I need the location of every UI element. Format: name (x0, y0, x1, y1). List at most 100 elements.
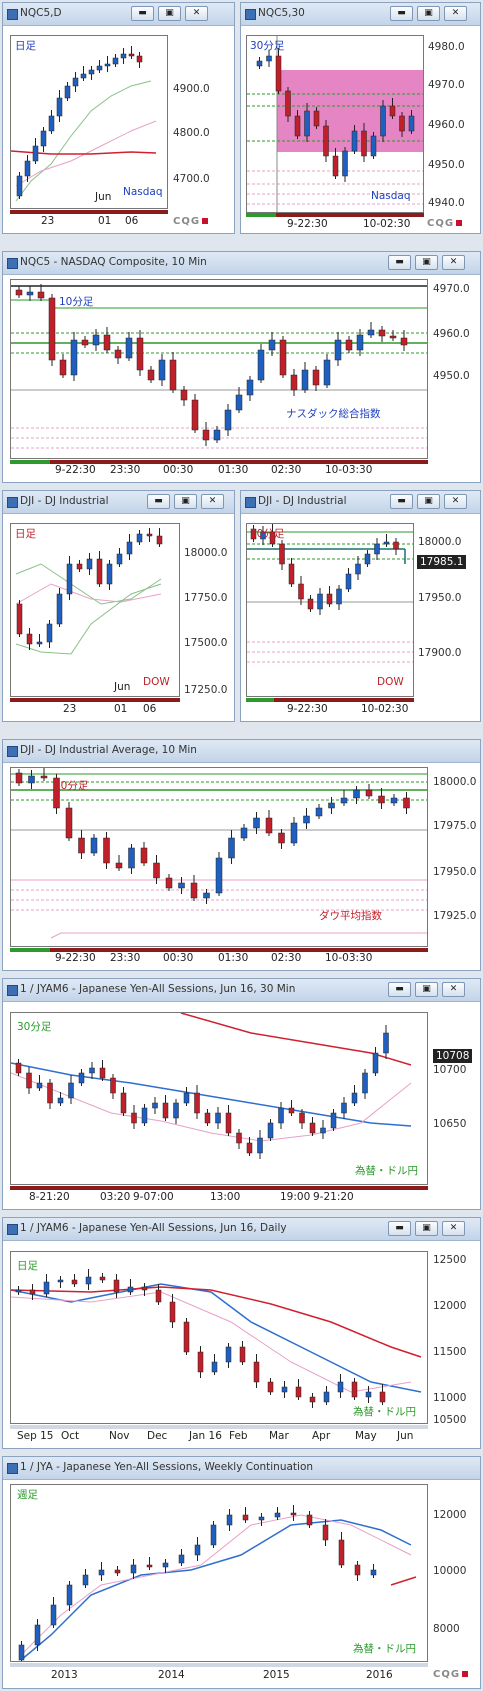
chart-window-dji-daily[interactable]: DJI - DJ Industrial ▬ ▣ ✕ 日足 DOW 18000.0… (2, 490, 235, 722)
close-button[interactable]: ✕ (201, 494, 224, 509)
chart-plot-area[interactable]: 10分足 ナスダック総合指数 (10, 279, 428, 459)
candle (183, 1321, 190, 1353)
chart-plot-area[interactable]: 30分足 Nasdaq (246, 35, 424, 213)
chart-window-nqc5-30min[interactable]: NQC5,30 ▬ ▣ ✕ 30分足 Nasdaq 4980.0 4970.0 … (240, 2, 481, 234)
candle (130, 1564, 137, 1574)
minimize-button[interactable]: ▬ (147, 494, 170, 509)
candle (235, 394, 243, 411)
candle (40, 775, 48, 779)
minimize-button[interactable]: ▬ (388, 1221, 411, 1236)
titlebar[interactable]: 1 / JYAM6 - Japanese Yen-All Sessions, J… (3, 1218, 480, 1241)
candle (269, 531, 276, 545)
symbol-label: 為替・ドル円 (355, 1165, 418, 1177)
chart-plot-area[interactable]: 10分足 ダウ平均指数 (10, 767, 428, 947)
y-tick: 4700.0 (173, 173, 210, 185)
chart-plot-area[interactable]: 日足 DOW (10, 523, 180, 697)
titlebar[interactable]: NQC5,D ▬ ▣ ✕ (3, 3, 234, 26)
candle (99, 1067, 106, 1079)
close-button[interactable]: ✕ (442, 1221, 465, 1236)
chart-window-icon (7, 985, 18, 996)
candle (345, 339, 353, 351)
timeframe-label: 日足 (17, 1260, 38, 1272)
y-tick: 4950.0 (428, 159, 465, 171)
symbol-label: 為替・ドル円 (353, 1406, 416, 1418)
candle (114, 1569, 121, 1574)
candle (178, 882, 185, 889)
y-tick: 12000 (433, 1300, 467, 1312)
candle (59, 359, 67, 376)
candle (89, 1067, 95, 1074)
x-tick: 23 (63, 703, 77, 715)
titlebar[interactable]: DJI - DJ Industrial ▬ ▣ ✕ (3, 491, 234, 514)
titlebar[interactable]: 1 / JYAM6 - Japanese Yen-All Sessions, J… (3, 979, 480, 1002)
minimize-button[interactable]: ▬ (390, 6, 413, 21)
minimize-button[interactable]: ▬ (388, 255, 411, 270)
candle (37, 291, 45, 299)
chart-plot-area[interactable]: 日足 Nasdaq (10, 35, 168, 209)
y-tick: 10700 (433, 1064, 467, 1076)
close-button[interactable]: ✕ (185, 6, 208, 21)
candle (351, 1381, 358, 1398)
candle (303, 815, 310, 824)
chart-window-jyam6-30min[interactable]: 1 / JYAM6 - Japanese Yen-All Sessions, J… (2, 978, 481, 1210)
candle (204, 1112, 211, 1124)
candle (336, 588, 342, 605)
titlebar[interactable]: NQC5,30 ▬ ▣ ✕ (241, 3, 480, 26)
chart-window-dji-10min[interactable]: DJI - DJ Industrial Average, 10 Min 10分足… (2, 739, 481, 971)
timeframe-label: 週足 (17, 1489, 38, 1501)
candle (147, 369, 155, 381)
chart-plot-area[interactable]: 30分足 為替・ドル円 (10, 1012, 428, 1185)
candle (365, 1391, 372, 1398)
last-price-tag: 10708 (433, 1049, 473, 1063)
chart-plot-area[interactable]: 30分足 DOW (246, 523, 414, 697)
candle (279, 543, 285, 565)
candle (354, 1564, 361, 1576)
candle (399, 115, 405, 132)
chart-window-nqc5-10min[interactable]: NQC5 - NASDAQ Composite, 10 Min ▬ ▣ ✕ 10… (2, 251, 481, 483)
candle (224, 409, 232, 431)
restore-button[interactable]: ▣ (415, 1221, 438, 1236)
chart-window-nqc5-daily[interactable]: NQC5,D ▬ ▣ ✕ 日足 Nasdaq 4900.0 4800.0 470… (2, 2, 235, 234)
candle (253, 1361, 260, 1383)
candle (338, 1539, 345, 1566)
minimize-button[interactable]: ▬ (388, 982, 411, 997)
candle (309, 1396, 316, 1403)
candle (225, 1112, 232, 1134)
titlebar[interactable]: NQC5 - NASDAQ Composite, 10 Min ▬ ▣ ✕ (3, 252, 480, 275)
candle (26, 291, 34, 296)
candle (309, 1122, 316, 1134)
titlebar[interactable]: DJI - DJ Industrial ▬ ▣ ✕ (241, 491, 480, 514)
x-tick: Jun (95, 191, 112, 203)
candle (99, 1276, 106, 1281)
candle (279, 339, 287, 376)
close-button[interactable]: ✕ (444, 494, 467, 509)
chart-plot-area[interactable]: 週足 為替・ドル円 (10, 1484, 428, 1662)
restore-button[interactable]: ▣ (158, 6, 181, 21)
window-title: 1 / JYAM6 - Japanese Yen-All Sessions, J… (20, 983, 296, 995)
titlebar[interactable]: DJI - DJ Industrial Average, 10 Min (3, 740, 480, 763)
candle (256, 60, 263, 67)
restore-button[interactable]: ▣ (415, 982, 438, 997)
chart-window-jyam6-daily[interactable]: 1 / JYAM6 - Japanese Yen-All Sessions, J… (2, 1217, 481, 1449)
candle (197, 1351, 204, 1373)
titlebar[interactable]: 1 / JYA - Japanese Yen-All Sessions, Wee… (3, 1457, 480, 1480)
chart-window-jya-weekly[interactable]: 1 / JYA - Japanese Yen-All Sessions, Wee… (2, 1456, 481, 1689)
minimize-button[interactable]: ▬ (390, 494, 413, 509)
restore-button[interactable]: ▣ (174, 494, 197, 509)
restore-button[interactable]: ▣ (417, 494, 440, 509)
cqg-logo: CQG (173, 216, 209, 227)
restore-button[interactable]: ▣ (417, 6, 440, 21)
chart-plot-area[interactable]: 日足 為替・ドル円 (10, 1251, 428, 1424)
close-button[interactable]: ✕ (442, 982, 465, 997)
chart-window-dji-30min[interactable]: DJI - DJ Industrial ▬ ▣ ✕ 30分足 DOW 18000… (240, 490, 481, 722)
candle (173, 1102, 179, 1119)
minimize-button[interactable]: ▬ (131, 6, 154, 21)
x-tick: 9-22:30 (55, 464, 96, 476)
y-tick: 4960.0 (428, 119, 465, 131)
close-button[interactable]: ✕ (444, 6, 467, 21)
restore-button[interactable]: ▣ (415, 255, 438, 270)
candle (141, 1286, 148, 1291)
x-tick: 9-21:20 (313, 1191, 354, 1203)
candle (307, 598, 314, 610)
close-button[interactable]: ✕ (442, 255, 465, 270)
